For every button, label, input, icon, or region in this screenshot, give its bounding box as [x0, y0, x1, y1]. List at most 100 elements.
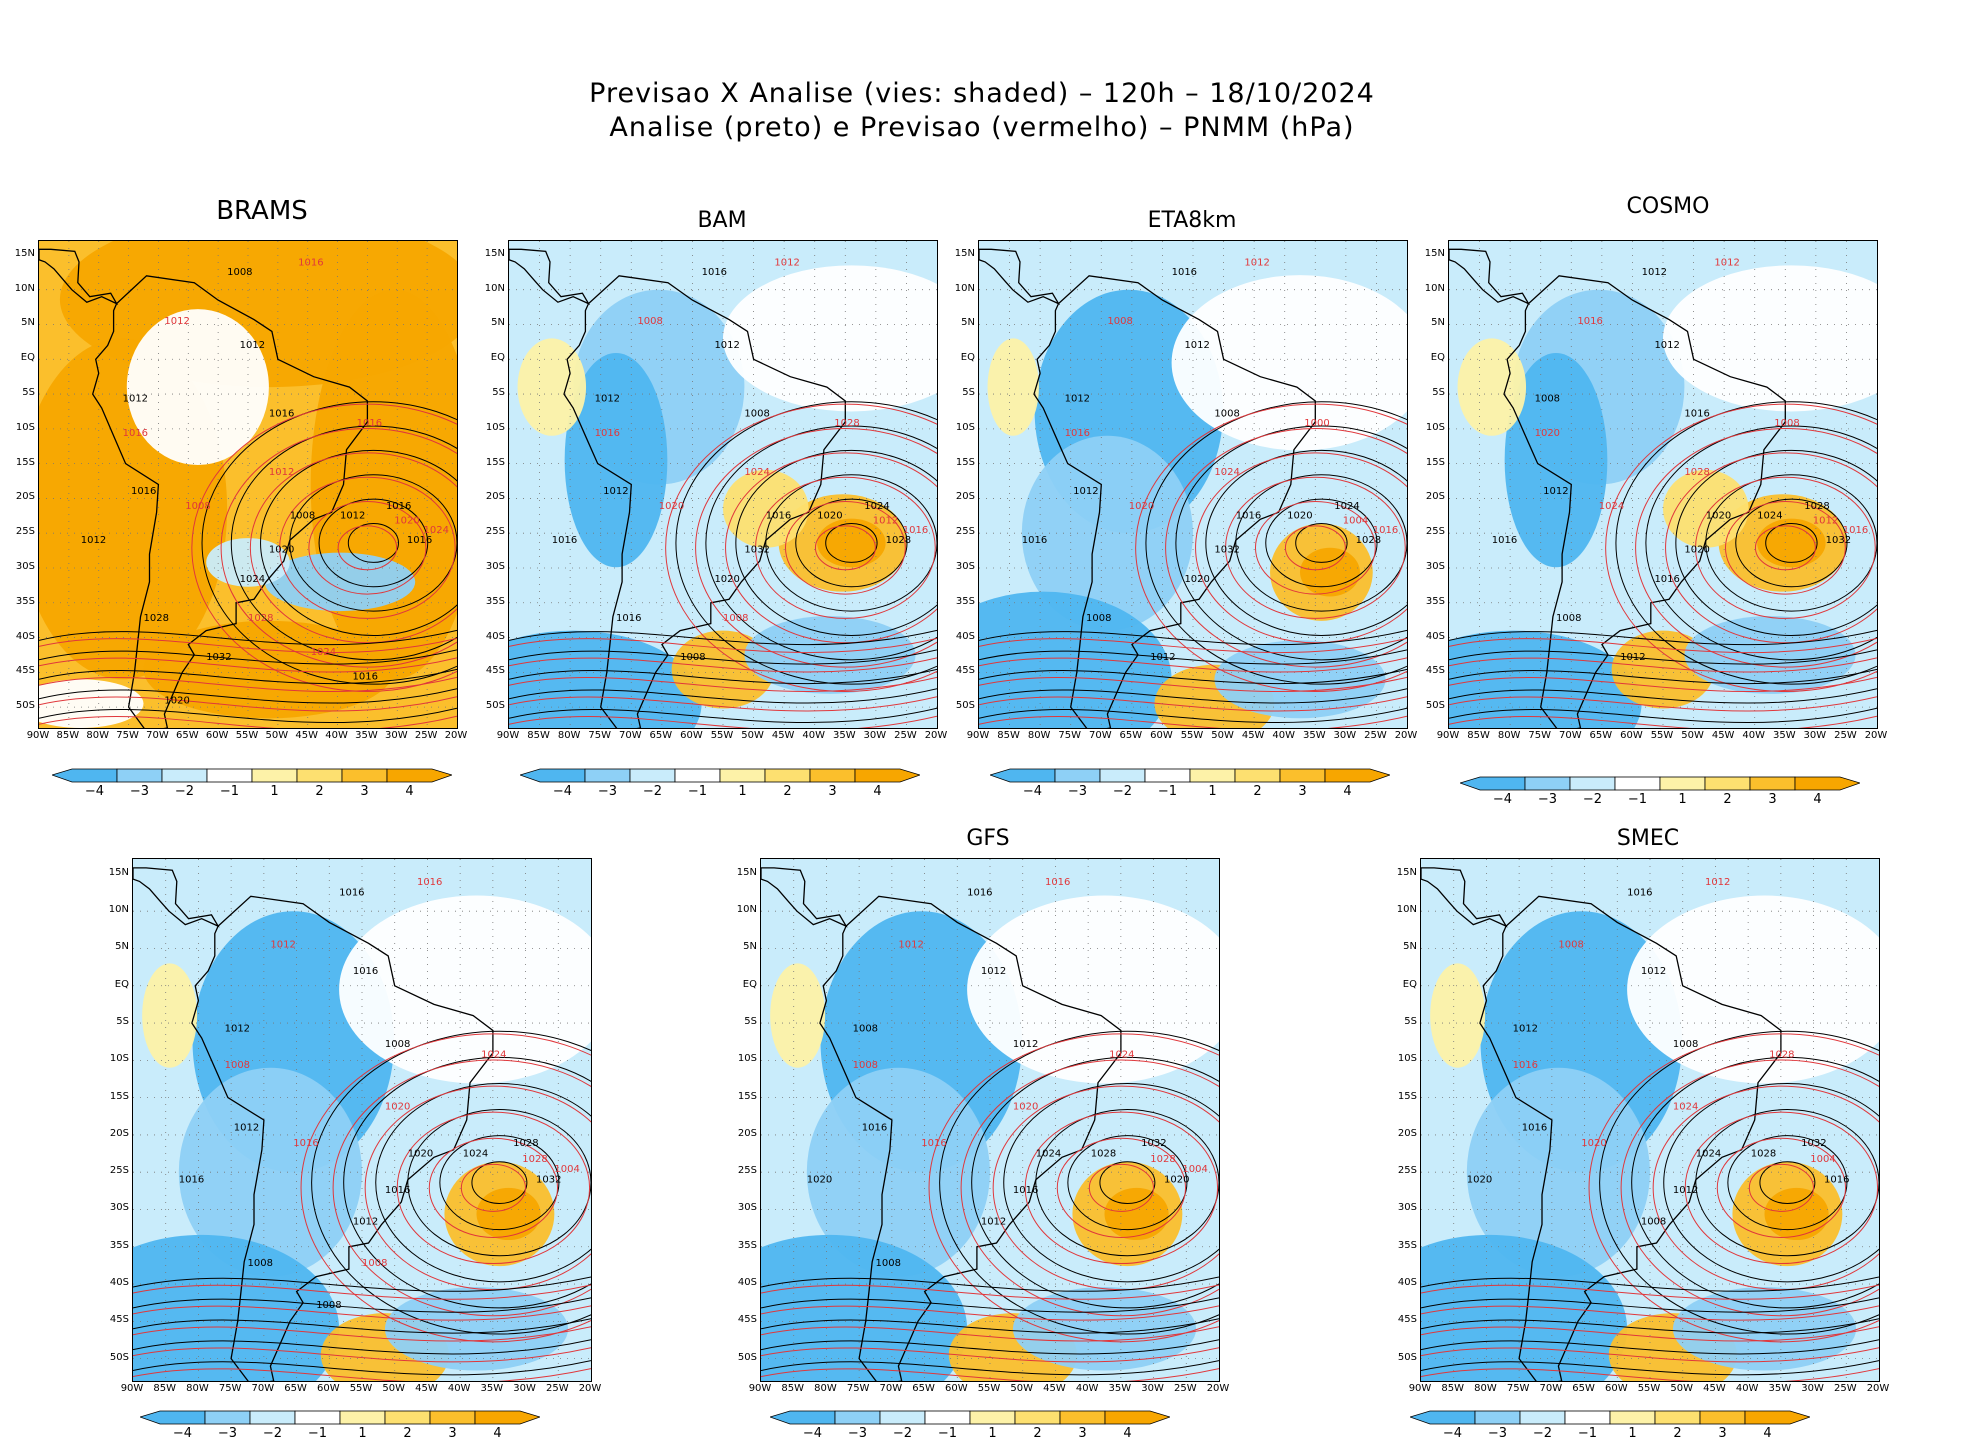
lat-tick-label: 30S — [1425, 560, 1445, 572]
isobar-label-analysis: 1012 — [1513, 1023, 1538, 1034]
analysis-isobar — [1421, 1339, 1879, 1355]
bias-field: 1008 1012 1012 1016 1016 1012 1008 1012 1016 1016… — [39, 241, 457, 728]
bias-shade — [1421, 1234, 1628, 1381]
colorbar-label: 2 — [783, 784, 792, 799]
analysis-isobar — [230, 425, 457, 661]
colorbar: −4 −3 −2 −1 1 2 3 4 — [518, 768, 922, 802]
colorbar-label: −2 — [174, 784, 195, 799]
bias-shade — [723, 469, 809, 548]
lat-tick-label: 35S — [737, 1239, 757, 1251]
colorbar-swatch — [341, 768, 388, 783]
isobar-label-forecast: 1028 — [248, 613, 273, 624]
colorbar-label: 1 — [358, 1426, 367, 1441]
colorbar-swatch — [1458, 776, 1526, 791]
isobar-label-analysis: 1020 — [1706, 511, 1731, 522]
lon-tick-label: 40W — [447, 1383, 471, 1394]
forecast-isobar — [1652, 1085, 1879, 1291]
analysis-isobar — [133, 1276, 591, 1292]
forecast-isobar — [1635, 428, 1877, 668]
colorbar-label: −4 — [802, 1426, 823, 1441]
isobar-label-analysis: 1032 — [536, 1175, 561, 1186]
isobar-label-analysis: 1024 — [864, 501, 889, 512]
forecast-isobar — [665, 403, 937, 692]
isobar-label-analysis: 1016 — [407, 535, 432, 546]
isobar-label-analysis: 1016 — [1684, 408, 1709, 419]
isobar-label-forecast: 1024 — [481, 1049, 506, 1060]
lat-tick-label: 25S — [737, 1165, 757, 1177]
colorbar-swatch — [1279, 768, 1326, 783]
lat-tick-label: 5S — [22, 387, 35, 399]
forecast-isobar — [509, 657, 937, 673]
map-panel-unnamed: 1016 1016 1012 1008 1012 1016 1020 1024 1028 1032… — [132, 858, 592, 1382]
isobar-label-forecast: 1016 — [1513, 1060, 1538, 1071]
isobar-label-analysis: 1008 — [1535, 394, 1560, 405]
isobar-label-analysis: 1028 — [144, 613, 169, 624]
lat-tick-label: 50S — [1425, 700, 1445, 712]
isobar-label-forecast: 1012 — [1244, 257, 1269, 268]
colorbar-label: 2 — [1033, 1426, 1042, 1441]
forecast-isobar — [928, 1033, 1219, 1343]
isobar-label-forecast: 1016 — [921, 1138, 946, 1149]
lat-tick-label: 10N — [108, 904, 129, 916]
isobar-label-forecast: 1012 — [1813, 515, 1838, 526]
analysis-isobar — [375, 1082, 591, 1283]
lat-tick-label: 20S — [1397, 1127, 1417, 1139]
bias-shade — [264, 552, 416, 612]
isobar-label-analysis: 1012 — [1065, 394, 1090, 405]
lat-tick-label: 35S — [1425, 595, 1445, 607]
lat-tick-label: EQ — [20, 352, 35, 364]
lat-tick-label: EQ — [114, 978, 129, 990]
analysis-isobar — [1175, 425, 1407, 661]
lon-tick-label: 40W — [1742, 730, 1766, 741]
colorbar-label: −1 — [307, 1426, 328, 1441]
lon-tick-label: 45W — [1711, 730, 1735, 741]
isobar-label-forecast: 1016 — [1843, 525, 1868, 536]
analysis-isobar — [509, 668, 937, 685]
isobar-label-analysis: 1012 — [1654, 340, 1679, 351]
forecast-isobar — [39, 676, 457, 692]
lon-tick-label: 55W — [235, 730, 259, 741]
lon-tick-label: 55W — [1637, 1383, 1661, 1394]
forecast-isobar — [133, 1368, 591, 1381]
isobar-label-analysis: 1012 — [240, 340, 265, 351]
isobar-label-analysis: 1020 — [164, 696, 189, 707]
isobar-label-analysis: 1016 — [1172, 267, 1197, 278]
isobar-label-forecast: 1024 — [1214, 467, 1239, 478]
analysis-isobar — [509, 707, 937, 724]
lon-tick-label: 70W — [1558, 730, 1582, 741]
lat-tick-label: 50S — [737, 1351, 757, 1363]
analysis-isobar — [509, 649, 937, 665]
colorbar-label: −1 — [1627, 792, 1648, 807]
forecast-isobar — [761, 1326, 1219, 1342]
lon-tick-label: 70W — [146, 730, 169, 741]
lat-tick-label: 5S — [116, 1016, 129, 1028]
isobar-label-analysis: 1028 — [1091, 1149, 1116, 1160]
isobar-label-analysis: 1012 — [1543, 486, 1568, 497]
bias-field: 1012 1012 1008 1016 1012 1016 1020 1024 1028 1032… — [1449, 241, 1877, 728]
analysis-isobar — [311, 1030, 591, 1335]
isobar-label-forecast: 1028 — [522, 1154, 547, 1165]
lat-tick-label: 15N — [1396, 866, 1417, 878]
isobar-label-analysis: 1008 — [876, 1258, 901, 1269]
isobar-label-forecast: 1012 — [873, 515, 898, 526]
lon-tick-label: 30W — [1803, 730, 1827, 741]
bias-shade — [1764, 1187, 1829, 1241]
lon-tick-label: 70W — [618, 730, 642, 741]
analysis-isobar — [1449, 668, 1877, 685]
forecast-isobar — [1449, 676, 1877, 693]
lon-tick-label: 90W — [1408, 1383, 1432, 1394]
lon-tick-label: 20W — [1864, 730, 1888, 741]
colorbar-swatch — [249, 1410, 296, 1425]
lon-tick-label: 85W — [1441, 1383, 1465, 1394]
lon-tick-label: 55W — [710, 730, 734, 741]
lat-tick-label: 40S — [15, 630, 35, 642]
lon-tick-label: 40W — [325, 730, 348, 741]
lon-tick-label: 90W — [748, 1383, 772, 1394]
forecast-isobar — [979, 676, 1407, 693]
lat-tick-label: 15N — [484, 247, 505, 259]
lon-tick-label: 65W — [284, 1383, 307, 1394]
lat-tick-label: 40S — [955, 630, 975, 642]
panel-title: BAM — [697, 208, 747, 233]
colorbar-label: −4 — [1442, 1426, 1463, 1441]
isobar-label-forecast: 1016 — [298, 257, 323, 268]
